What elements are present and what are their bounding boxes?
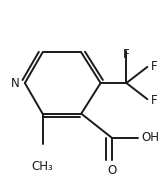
Text: F: F — [151, 94, 157, 107]
Text: F: F — [123, 48, 130, 61]
Text: CH₃: CH₃ — [32, 160, 53, 173]
Text: OH: OH — [141, 131, 159, 144]
Text: O: O — [107, 164, 116, 177]
Text: F: F — [151, 60, 157, 73]
Text: N: N — [11, 77, 20, 90]
